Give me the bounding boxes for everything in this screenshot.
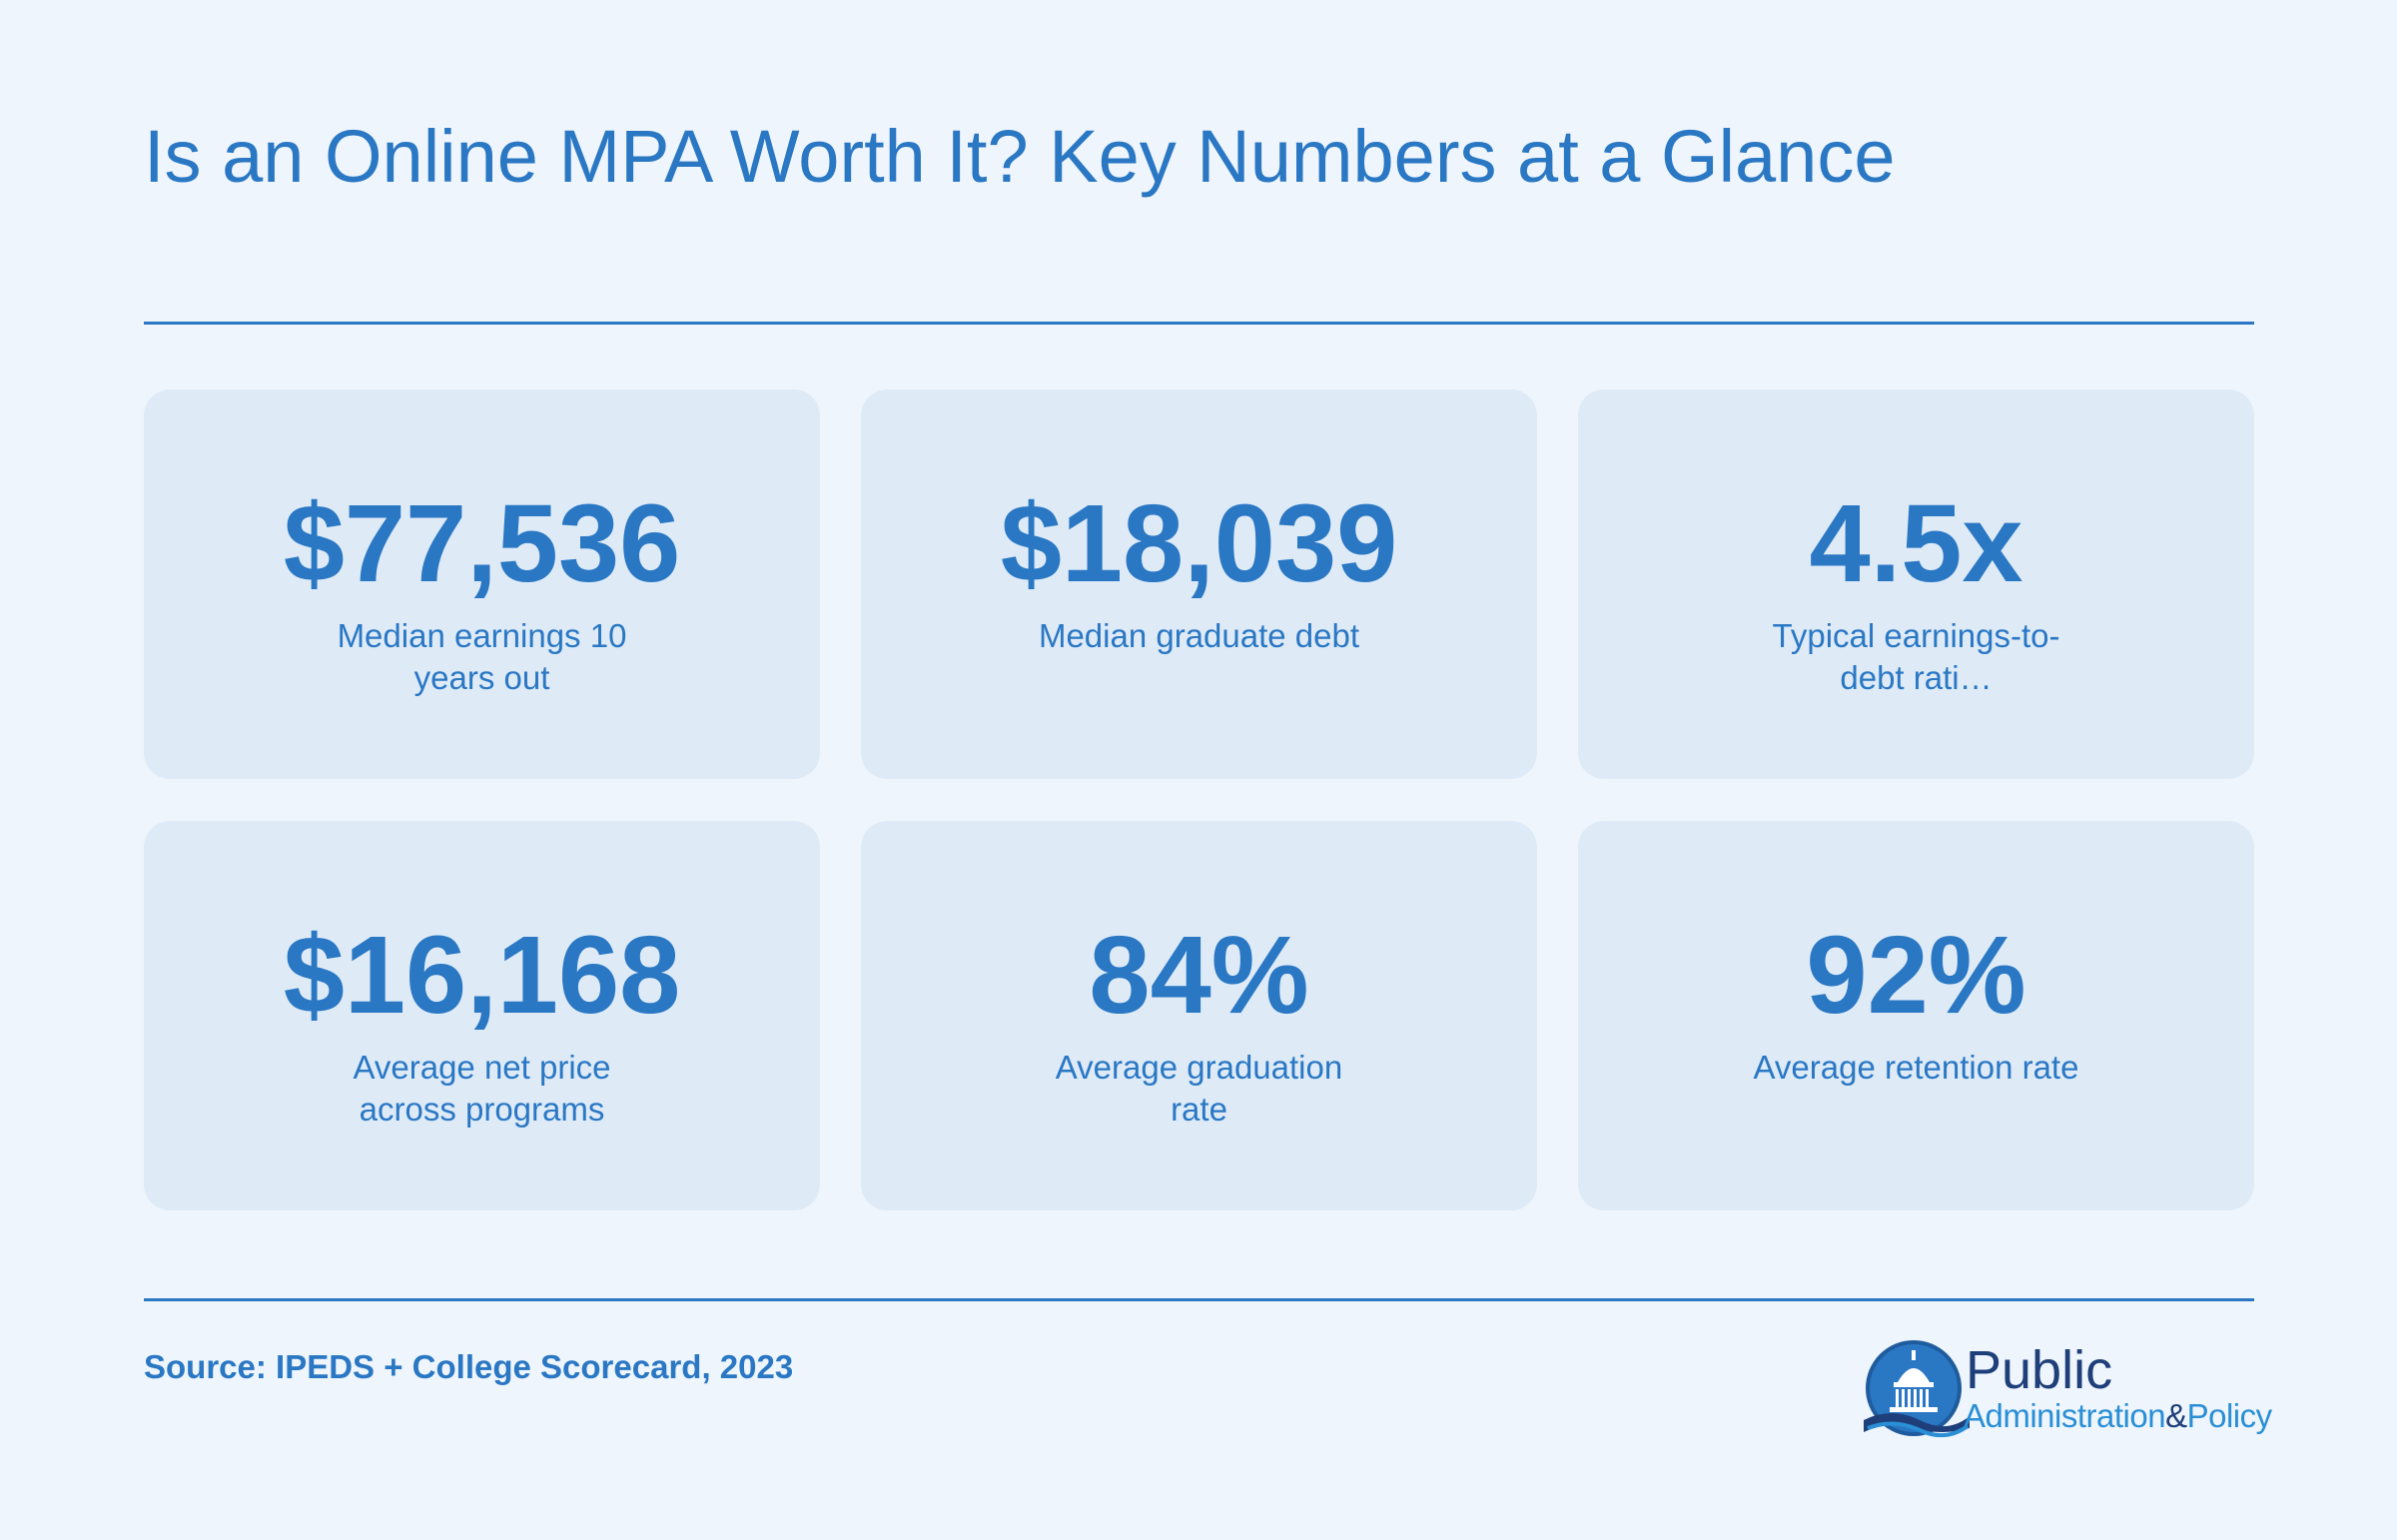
- top-divider: [144, 322, 2254, 325]
- logo-subtitle: Administration&Policy: [1964, 1396, 2272, 1436]
- stat-value: $77,536: [283, 482, 681, 605]
- stat-card-median-earnings: $77,536 Median earnings 10 years out: [144, 389, 820, 779]
- logo-title: Public: [1966, 1340, 2113, 1400]
- stat-card-net-price: $16,168 Average net price across program…: [144, 821, 820, 1210]
- capitol-dome-icon: [1864, 1340, 1970, 1438]
- stat-card-earnings-to-debt: 4.5x Typical earnings-to-debt rati…: [1578, 389, 2254, 779]
- stat-card-median-debt: $18,039 Median graduate debt: [861, 389, 1537, 779]
- stat-label: Median graduate debt: [1038, 617, 1360, 654]
- stats-grid: $77,536 Median earnings 10 years out $18…: [144, 389, 2254, 1210]
- brand-logo: Public Administration&Policy: [1862, 1336, 2272, 1446]
- bottom-divider: [144, 1298, 2254, 1301]
- stat-value: 4.5x: [1809, 482, 2023, 605]
- stat-label: Average net price across programs: [353, 1049, 611, 1128]
- logo-subtitle-part-b: Policy: [2186, 1397, 2273, 1434]
- stat-value: 84%: [1089, 914, 1309, 1037]
- source-note: Source: IPEDS + College Scorecard, 2023: [144, 1348, 794, 1385]
- stat-value: 92%: [1806, 914, 2026, 1037]
- page-title: Is an Online MPA Worth It? Key Numbers a…: [144, 115, 1896, 198]
- stat-label: Typical earnings-to-debt rati…: [1772, 617, 2060, 696]
- stat-value: $16,168: [283, 914, 681, 1037]
- stat-card-retention-rate: 92% Average retention rate: [1578, 821, 2254, 1210]
- stat-label: Average graduation rate: [1055, 1049, 1343, 1128]
- logo-ampersand: &: [2165, 1397, 2187, 1434]
- stat-label: Average retention rate: [1753, 1049, 2079, 1086]
- logo-subtitle-part-a: Administration: [1964, 1397, 2166, 1434]
- stat-label: Median earnings 10 years out: [337, 617, 627, 696]
- stat-card-graduation-rate: 84% Average graduation rate: [861, 821, 1537, 1210]
- stat-value: $18,039: [1000, 482, 1398, 605]
